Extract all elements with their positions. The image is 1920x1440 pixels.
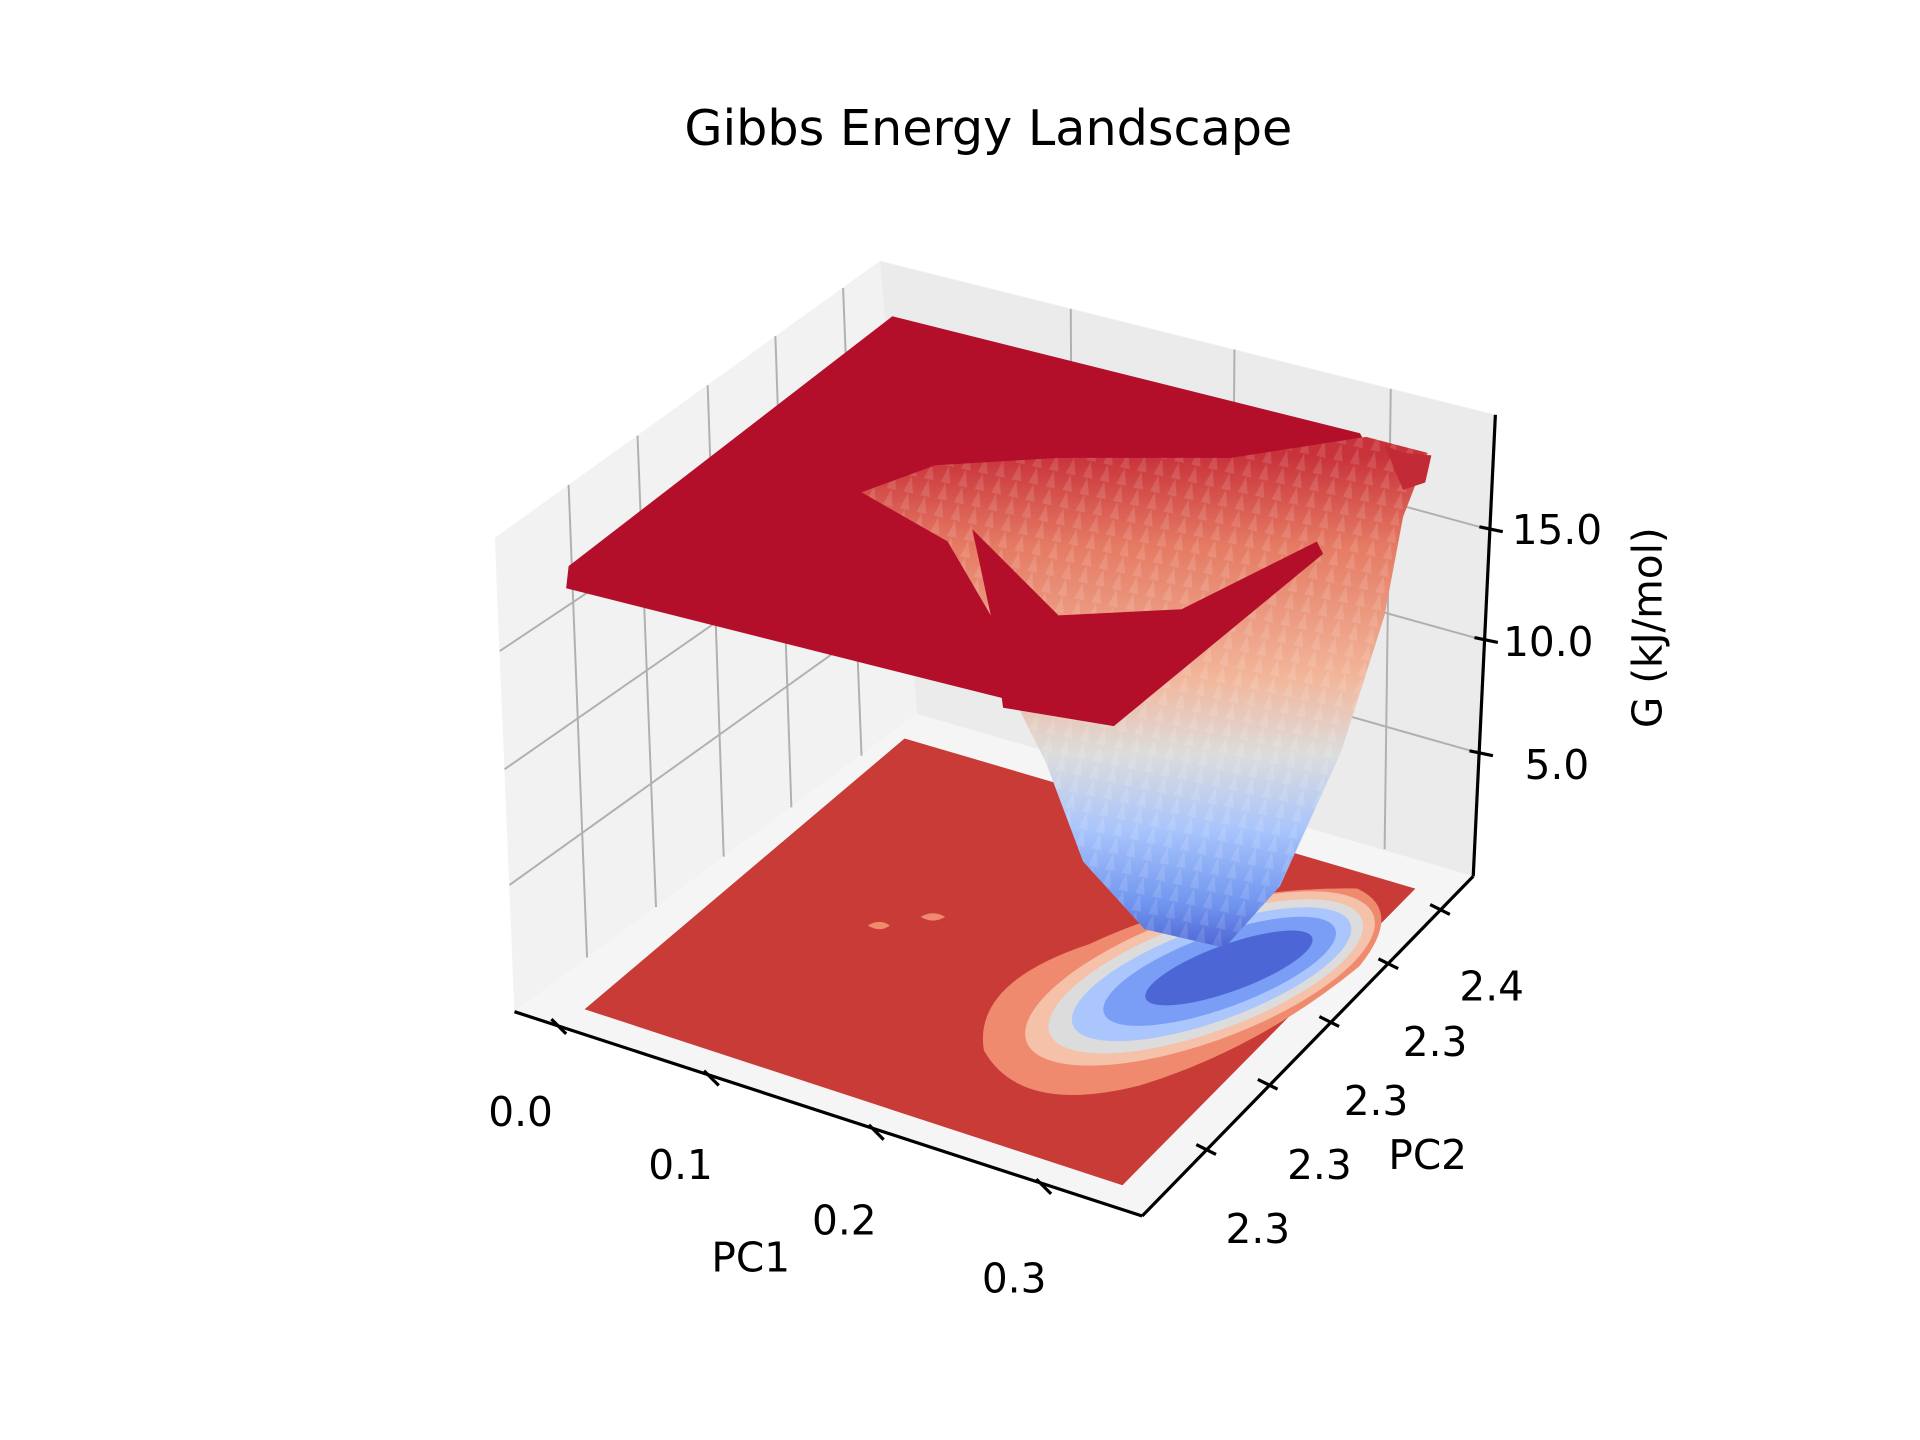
g-axis-label: G (kJ/mol): [1624, 527, 1672, 728]
plateau-corner: [1384, 445, 1432, 490]
energy-surface: [566, 316, 1432, 948]
pc1-tick-label: 0.2: [812, 1196, 877, 1244]
g-axis: 15.0 10.0 5.0 G (kJ/mol): [1469, 414, 1672, 877]
contour-level-6: [1145, 930, 1313, 1006]
chart-title: Gibbs Energy Landscape: [684, 99, 1292, 157]
pc2-tick-label: 2.4: [1459, 963, 1524, 1011]
pc2-tick-label: 2.3: [1403, 1018, 1468, 1066]
pc1-tick-label: 0.3: [982, 1254, 1047, 1302]
pc2-axis: 2.3 2.3 2.3 2.3 2.4 PC2: [1141, 875, 1524, 1253]
plateau-front: [972, 529, 1324, 727]
pc1-tick-label: 0.0: [488, 1088, 553, 1136]
g-tick-label: 5.0: [1525, 741, 1590, 789]
pc2-tick-label: 2.3: [1287, 1141, 1352, 1189]
pc1-tick-label: 0.1: [648, 1141, 713, 1189]
pc1-axis-label: PC1: [711, 1233, 790, 1281]
pc2-tick-label: 2.3: [1226, 1205, 1291, 1253]
pc2-tick-label: 2.3: [1344, 1077, 1409, 1125]
g-tick-label: 10.0: [1503, 618, 1593, 666]
g-tick-label: 15.0: [1512, 506, 1602, 554]
pc2-axis-label: PC2: [1388, 1131, 1467, 1179]
pc1-axis: 0.0 0.1 0.2 0.3 PC1: [488, 1010, 1143, 1302]
contour-specks: [867, 913, 946, 930]
